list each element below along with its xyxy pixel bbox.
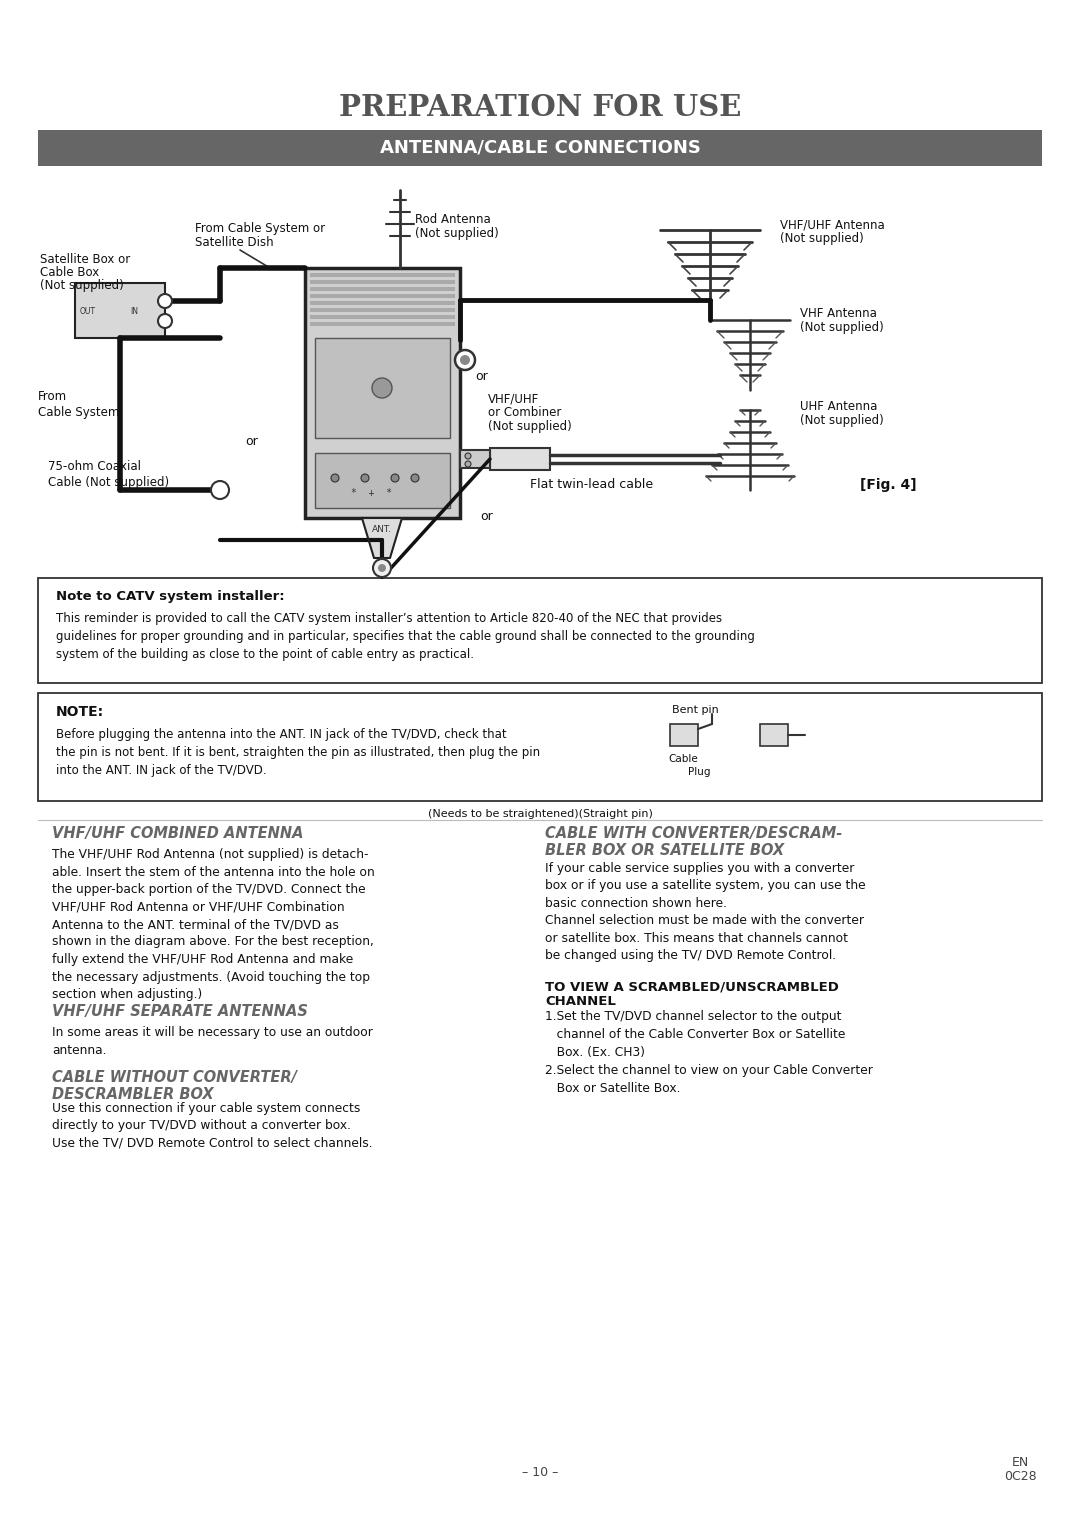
Circle shape: [465, 452, 471, 458]
Text: CABLE WITHOUT CONVERTER/
DESCRAMBLER BOX: CABLE WITHOUT CONVERTER/ DESCRAMBLER BOX: [52, 1070, 297, 1102]
Bar: [310, 322, 455, 325]
Circle shape: [378, 564, 386, 571]
Text: 75-ohm Coaxial
Cable (Not supplied): 75-ohm Coaxial Cable (Not supplied): [48, 460, 170, 489]
Text: or: or: [245, 435, 258, 448]
Text: 1.Set the TV/DVD channel selector to the output
   channel of the Cable Converte: 1.Set the TV/DVD channel selector to the…: [545, 1010, 873, 1096]
Bar: [38, 130, 1042, 167]
Bar: [310, 287, 455, 290]
Circle shape: [455, 350, 475, 370]
Bar: [310, 280, 455, 284]
Text: (Not supplied): (Not supplied): [800, 414, 883, 426]
Bar: [760, 724, 788, 746]
Bar: [310, 301, 455, 306]
Text: Cable: Cable: [669, 753, 698, 764]
Bar: [38, 578, 1042, 683]
Text: Before plugging the antenna into the ANT. IN jack of the TV/DVD, check that
the : Before plugging the antenna into the ANT…: [56, 727, 540, 778]
Bar: [305, 267, 460, 518]
Text: or: or: [475, 370, 488, 384]
Bar: [315, 452, 450, 507]
Text: Flat twin-lead cable: Flat twin-lead cable: [530, 478, 653, 490]
Circle shape: [372, 377, 392, 397]
Bar: [310, 274, 455, 277]
Text: Satellite Dish: Satellite Dish: [195, 235, 273, 249]
Text: or Combiner: or Combiner: [488, 406, 562, 419]
Bar: [310, 293, 455, 298]
Text: VHF Antenna: VHF Antenna: [800, 307, 877, 319]
Circle shape: [465, 461, 471, 468]
Polygon shape: [362, 518, 402, 558]
Text: In some areas it will be necessary to use an outdoor
antenna.: In some areas it will be necessary to us…: [52, 1025, 373, 1056]
Text: Note to CATV system installer:: Note to CATV system installer:: [56, 590, 285, 604]
Text: Use this connection if your cable system connects
directly to your TV/DVD withou: Use this connection if your cable system…: [52, 1102, 373, 1151]
Text: (Not supplied): (Not supplied): [780, 232, 864, 244]
Text: From Cable System or: From Cable System or: [195, 222, 325, 235]
Text: ANTENNA/CABLE CONNECTIONS: ANTENNA/CABLE CONNECTIONS: [379, 139, 701, 157]
Text: NOTE:: NOTE:: [56, 704, 104, 720]
Text: Satellite Box or: Satellite Box or: [40, 254, 131, 266]
Text: If your cable service supplies you with a converter
box or if you use a satellit: If your cable service supplies you with …: [545, 862, 866, 963]
Text: OUT: OUT: [80, 307, 96, 315]
Text: – 10 –: – 10 –: [522, 1465, 558, 1479]
Bar: [75, 283, 165, 338]
Circle shape: [373, 559, 391, 578]
Text: (Needs to be straightened)(Straight pin): (Needs to be straightened)(Straight pin): [428, 808, 652, 819]
Text: VHF/UHF SEPARATE ANTENNAS: VHF/UHF SEPARATE ANTENNAS: [52, 1004, 308, 1019]
Circle shape: [211, 481, 229, 500]
Text: Bent pin: Bent pin: [672, 704, 718, 715]
Text: (Not supplied): (Not supplied): [800, 321, 883, 335]
Bar: [460, 451, 490, 468]
Circle shape: [330, 474, 339, 481]
Circle shape: [391, 474, 399, 481]
Text: TO VIEW A SCRAMBLED/UNSCRAMBLED
CHANNEL: TO VIEW A SCRAMBLED/UNSCRAMBLED CHANNEL: [545, 979, 839, 1008]
Text: The VHF/UHF Rod Antenna (not supplied) is detach-
able. Insert the stem of the a: The VHF/UHF Rod Antenna (not supplied) i…: [52, 848, 375, 1001]
Text: (Not supplied): (Not supplied): [415, 228, 499, 240]
Bar: [490, 448, 550, 471]
Text: VHF/UHF Antenna: VHF/UHF Antenna: [780, 219, 885, 231]
Text: Cable Box: Cable Box: [40, 266, 99, 280]
Bar: [310, 309, 455, 312]
Text: PREPARATION FOR USE: PREPARATION FOR USE: [339, 93, 741, 122]
Text: From
Cable System: From Cable System: [38, 390, 120, 419]
Text: (Not supplied): (Not supplied): [488, 420, 571, 432]
Text: ANT.: ANT.: [372, 526, 392, 535]
Circle shape: [411, 474, 419, 481]
Text: [Fig. 4]: [Fig. 4]: [860, 478, 917, 492]
Text: (Not supplied): (Not supplied): [40, 280, 124, 292]
Text: 0C28: 0C28: [1003, 1470, 1037, 1484]
Bar: [315, 338, 450, 439]
Text: *  +  *: * + *: [351, 487, 392, 498]
Text: VHF/UHF COMBINED ANTENNA: VHF/UHF COMBINED ANTENNA: [52, 827, 303, 840]
Text: This reminder is provided to call the CATV system installer’s attention to Artic: This reminder is provided to call the CA…: [56, 613, 755, 662]
Circle shape: [158, 293, 172, 309]
Bar: [38, 694, 1042, 801]
Bar: [310, 315, 455, 319]
Text: or: or: [480, 510, 492, 523]
Text: Plug: Plug: [688, 767, 711, 778]
Text: Rod Antenna: Rod Antenna: [415, 212, 490, 226]
Text: CABLE WITH CONVERTER/DESCRAM-
BLER BOX OR SATELLITE BOX: CABLE WITH CONVERTER/DESCRAM- BLER BOX O…: [545, 827, 842, 859]
Text: IN: IN: [130, 307, 138, 315]
Circle shape: [158, 313, 172, 329]
Text: UHF Antenna: UHF Antenna: [800, 400, 877, 413]
Circle shape: [460, 354, 470, 365]
Bar: [670, 724, 698, 746]
Circle shape: [361, 474, 369, 481]
Text: EN: EN: [1011, 1456, 1028, 1468]
Text: VHF/UHF: VHF/UHF: [488, 393, 539, 405]
